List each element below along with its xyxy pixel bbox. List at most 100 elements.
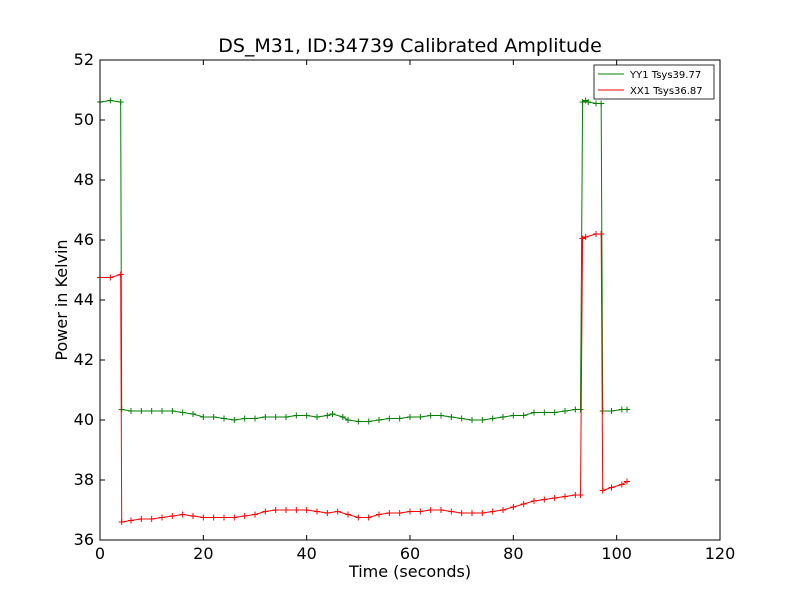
series-yy1-point-6 — [148, 408, 155, 414]
series-xx1-point-53 — [599, 487, 606, 494]
series-xx1-point-33 — [427, 507, 434, 513]
series-xx1-point-49 — [579, 235, 586, 242]
series-yy1-point-2 — [117, 99, 124, 105]
series-xx1-point-35 — [448, 508, 455, 515]
x-tick-label-6: 120 — [705, 544, 736, 563]
series-xx1-point-1 — [107, 274, 114, 281]
series-yy1-point-31 — [396, 415, 403, 422]
series-yy1-point-52 — [585, 99, 592, 105]
series-yy1-point-17 — [262, 414, 269, 420]
series-yy1-point-24 — [329, 411, 336, 417]
series-xx1-point-12 — [210, 514, 217, 521]
series-yy1-point-48 — [572, 406, 579, 413]
series-xx1-point-28 — [376, 511, 382, 518]
series-yy1-point-15 — [241, 415, 248, 422]
series-yy1-point-11 — [200, 414, 207, 420]
series-xx1-point-6 — [148, 516, 155, 522]
series-yy1-point-19 — [283, 414, 289, 420]
y-tick-label-0: 36 — [74, 530, 94, 549]
x-tick-label-4: 80 — [503, 544, 523, 563]
series-xx1-point-37 — [469, 510, 475, 516]
series-xx1-point-13 — [221, 514, 227, 521]
series-yy1-point-43 — [520, 412, 527, 419]
y-tick-label-3: 42 — [74, 350, 94, 369]
x-axis-label: Time (seconds) — [348, 562, 471, 581]
series-xx1-point-11 — [200, 514, 207, 521]
series-yy1-point-47 — [562, 408, 568, 414]
legend-label-yy1: YY1 Tsys39.77 — [629, 70, 701, 81]
series-yy1-point-12 — [210, 414, 217, 420]
series-xx1-point-45 — [551, 495, 558, 501]
y-tick-label-2: 40 — [74, 410, 94, 429]
series-yy1-point-33 — [417, 414, 424, 420]
series-xx1-point-15 — [241, 513, 248, 519]
series-xx1-point-18 — [272, 507, 279, 513]
series-yy1-point-37 — [458, 415, 465, 422]
series-yy1-point-41 — [500, 414, 506, 420]
series-xx1-point-52 — [598, 231, 605, 237]
series-yy1-point-35 — [438, 412, 444, 419]
y-tick-label-8: 52 — [74, 50, 94, 69]
series-yy1-point-14 — [231, 417, 238, 423]
series-yy1-point-54 — [598, 100, 605, 107]
series-yy1-point-29 — [376, 417, 382, 423]
series-yy1-point-26 — [345, 417, 351, 423]
x-tick-label-0: 0 — [95, 544, 105, 563]
series-xx1-point-22 — [314, 508, 320, 515]
series-xx1-point-25 — [345, 511, 351, 518]
y-tick-label-5: 46 — [74, 230, 94, 249]
series-xx1-point-20 — [293, 507, 300, 513]
series-xx1-point-46 — [562, 493, 568, 500]
series-xx1-point-47 — [572, 492, 579, 498]
series-xx1-point-31 — [407, 508, 413, 515]
series-xx1-point-44 — [541, 496, 548, 503]
series-xx1-point-30 — [396, 510, 403, 516]
y-tick-label-6: 48 — [74, 170, 94, 189]
series-yy1-point-27 — [355, 418, 362, 425]
series-yy1-point-50 — [579, 99, 586, 105]
series-xx1-point-23 — [324, 510, 331, 516]
series-yy1-point-9 — [179, 409, 186, 416]
series-xx1-point-48 — [577, 492, 584, 498]
y-tick-label-7: 50 — [74, 110, 94, 129]
series-yy1-point-25 — [339, 414, 346, 420]
plot-area — [100, 60, 720, 540]
series-xx1-point-5 — [138, 516, 145, 522]
series-xx1-point-24 — [334, 508, 341, 515]
series-xx1-point-41 — [510, 504, 517, 510]
series-yy1-point-39 — [479, 417, 486, 423]
series-yy1-point-18 — [272, 414, 279, 420]
series-xx1-point-4 — [128, 517, 134, 524]
series-xx1-point-17 — [262, 508, 269, 515]
series-yy1-point-22 — [314, 414, 320, 420]
series-xx1-point-7 — [159, 514, 165, 521]
x-tick-label-2: 40 — [296, 544, 316, 563]
series-yy1-point-34 — [427, 412, 434, 419]
chart-title: DS_M31, ID:34739 Calibrated Amplitude — [218, 35, 602, 57]
series-xx1-point-43 — [531, 498, 537, 504]
series-xx1-point-14 — [231, 514, 238, 521]
legend: YY1 Tsys39.77 XX1 Tsys36.87 — [593, 64, 715, 100]
series-xx1-point-51 — [593, 231, 599, 237]
series-yy1-point-46 — [551, 409, 558, 416]
series-yy1-point-4 — [128, 408, 134, 414]
series-yy1-point-21 — [303, 412, 310, 419]
series-xx1-point-38 — [479, 510, 486, 516]
series-xx1-point-9 — [179, 511, 186, 518]
y-tick-label-1: 38 — [74, 470, 94, 489]
series-yy1-point-7 — [159, 408, 165, 414]
series-yy1-point-13 — [221, 415, 227, 422]
legend-label-xx1: XX1 Tsys36.87 — [630, 86, 703, 97]
series-xx1-point-29 — [386, 510, 393, 516]
series-yy1-point-1 — [107, 97, 114, 104]
series-xx1-point-10 — [190, 513, 196, 519]
series-xx1-point-54 — [608, 484, 615, 491]
series-yy1-point-53 — [593, 100, 599, 107]
series-xx1-point-3 — [118, 519, 125, 525]
series-yy1-point-40 — [489, 415, 496, 422]
series-yy1-point-16 — [252, 415, 258, 422]
series-xx1-point-36 — [458, 510, 465, 516]
series-yy1-point-5 — [138, 408, 145, 414]
series-yy1-point-42 — [510, 412, 517, 419]
